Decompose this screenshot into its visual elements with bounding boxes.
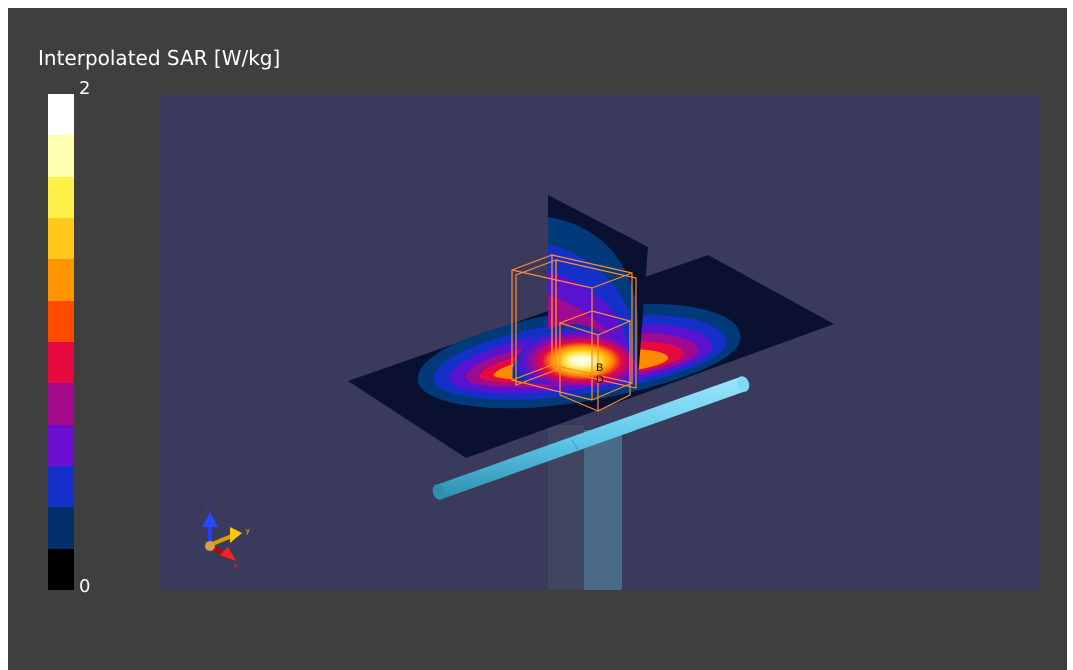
probe-label-d: D (596, 374, 604, 386)
probe-label-b: B (596, 362, 603, 374)
axis-z-label: z (206, 504, 210, 511)
axis-y-label: y (246, 528, 250, 535)
colorbar-segment (48, 507, 74, 550)
colorbar-segment (48, 383, 74, 426)
render-window: Interpolated SAR [W/kg] 2 0 (8, 8, 1067, 670)
dipole-antenna (432, 376, 750, 500)
support-post-light (584, 430, 622, 590)
colorbar-min-label: 0 (79, 576, 91, 597)
colorbar-segment (48, 342, 74, 384)
colorbar-segment (48, 135, 74, 178)
sar-scene: B D z y x (202, 195, 834, 590)
colorbar-segment (48, 218, 74, 260)
colorbar-segment (48, 94, 74, 136)
axis-x-label: x (234, 563, 238, 570)
support-post-dark (548, 425, 584, 590)
colorbar (48, 94, 74, 591)
colorbar-segment (48, 424, 74, 467)
colorbar-segment (48, 466, 74, 508)
colorbar-segment (48, 176, 74, 219)
colorbar-title: Interpolated SAR [W/kg] (38, 46, 281, 70)
measurement-volume-box (511, 254, 637, 412)
colorbar-segment (48, 259, 74, 302)
axes-triad-icon: z y x (202, 504, 250, 570)
3d-viewport[interactable]: B D z y x (160, 95, 1040, 590)
colorbar-max-label: 2 (79, 78, 91, 99)
colorbar-segment (48, 300, 74, 343)
sar-hotspot (512, 324, 639, 386)
colorbar-segment (48, 548, 74, 591)
